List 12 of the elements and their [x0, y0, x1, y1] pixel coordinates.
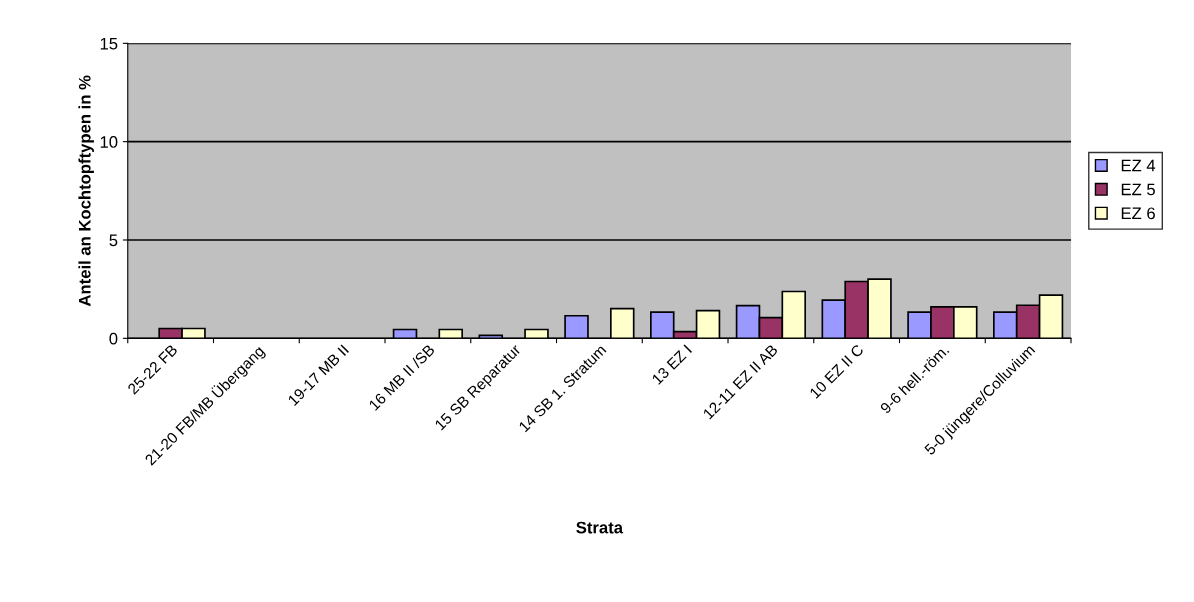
y-tick-label: 15	[100, 37, 118, 50]
x-tick-label: 10 EZ II C	[809, 343, 865, 399]
legend-label: EZ 4	[1121, 159, 1156, 172]
y-tick-label: 10	[100, 136, 118, 148]
legend-label: EZ 5	[1121, 183, 1155, 196]
x-axis-title: Strata	[576, 521, 624, 534]
y-tick-label: 5	[109, 234, 118, 247]
y-axis-title: Anteil an Kochtopftypen in %	[78, 75, 94, 307]
y-tick-label: 0	[109, 332, 118, 345]
legend-label: EZ 6	[1121, 207, 1155, 220]
x-tick-label: 16 MB II /SB	[368, 343, 436, 411]
x-tick-label: 13 EZ I	[651, 344, 693, 385]
